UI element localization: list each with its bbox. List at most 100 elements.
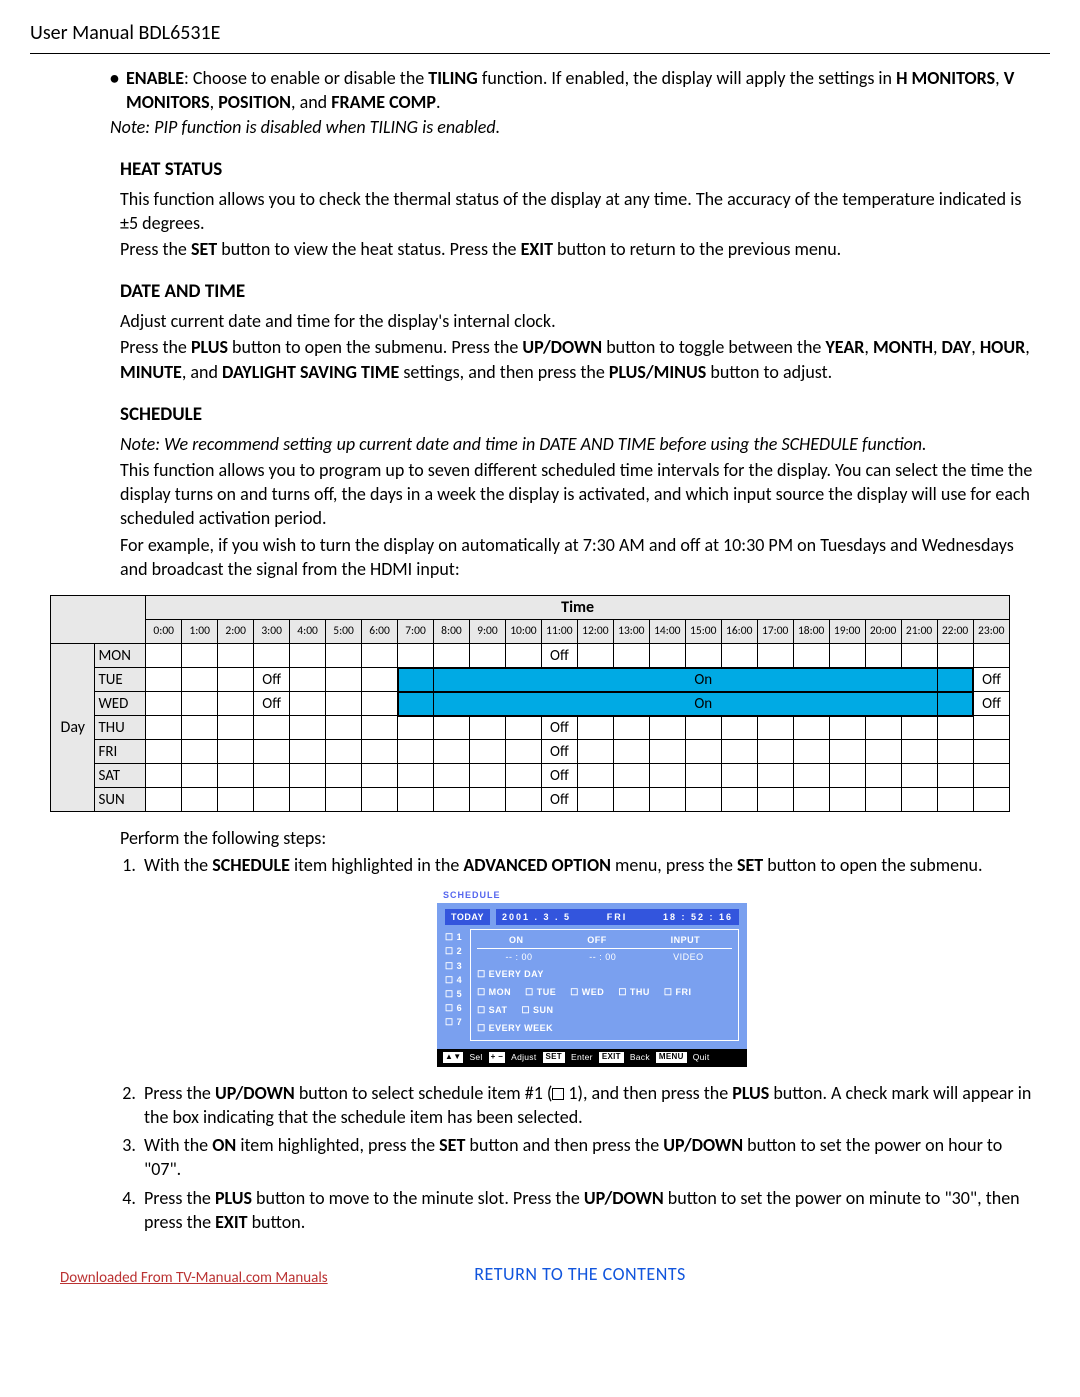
enable-lead: ENABLE bbox=[126, 67, 184, 89]
osd-val-off: -- : 00 bbox=[589, 951, 616, 963]
t: PLUS/MINUS bbox=[609, 361, 706, 383]
step-2: Press the UP/DOWN button to select sched… bbox=[140, 1081, 1040, 1130]
t: PLUS bbox=[191, 336, 228, 358]
osd-item: ☐ 7 bbox=[445, 1016, 462, 1028]
header-rule bbox=[30, 53, 1050, 54]
footer-download-link[interactable]: Downloaded From TV-Manual.com Manuals bbox=[60, 1268, 328, 1288]
t: MINUTE bbox=[120, 361, 182, 383]
heat-title: HEAT STATUS bbox=[120, 157, 1040, 183]
t: button. bbox=[248, 1211, 306, 1233]
t: SCHEDULE bbox=[212, 854, 290, 876]
osd-day: ☐ THU bbox=[618, 986, 650, 998]
t: UP/DOWN bbox=[522, 336, 602, 358]
t: ON bbox=[212, 1134, 236, 1156]
t: , bbox=[995, 67, 1004, 89]
t: , and bbox=[182, 361, 222, 383]
t: FRI bbox=[607, 911, 628, 923]
t: button to move to the minute slot. Press… bbox=[252, 1187, 584, 1209]
enable-bullet: • ENABLE: Choose to enable or disable th… bbox=[110, 66, 1040, 115]
osd-item: ☐ 2 bbox=[445, 945, 462, 957]
schedule-title: SCHEDULE bbox=[120, 402, 1040, 428]
t: button and then press the bbox=[465, 1134, 663, 1156]
bullet-dot: • bbox=[110, 66, 126, 115]
schedule-p1: This function allows you to program up t… bbox=[120, 458, 1040, 531]
t: This function allows you to check the th… bbox=[120, 188, 1021, 210]
set-key-icon: SET bbox=[543, 1052, 565, 1063]
checkbox-icon bbox=[552, 1088, 564, 1100]
page-footer: Downloaded From TV-Manual.com Manuals RE… bbox=[120, 1262, 1040, 1286]
osd-day: ☐ FRI bbox=[664, 986, 692, 998]
t: UP/DOWN bbox=[215, 1082, 295, 1104]
t: 2001 . 3 . 5 bbox=[502, 911, 571, 923]
osd-items: ☐ 1☐ 2☐ 3☐ 4☐ 5☐ 6☐ 7 bbox=[445, 929, 462, 1041]
t: HOUR bbox=[980, 336, 1025, 358]
t: UP/DOWN bbox=[663, 1134, 743, 1156]
osd-menu: SCHEDULE TODAY 2001 . 3 . 5 FRI 18 : 52 … bbox=[437, 889, 747, 1067]
t: : Choose to enable or disable the bbox=[184, 67, 428, 89]
t: PLUS bbox=[215, 1187, 252, 1209]
osd-col-off: OFF bbox=[587, 934, 607, 946]
enable-text: ENABLE: Choose to enable or disable the … bbox=[126, 66, 1040, 115]
t: button to open the submenu. bbox=[763, 854, 982, 876]
t: Press the bbox=[144, 1082, 215, 1104]
t: button to adjust. bbox=[706, 361, 832, 383]
osd-val-input: VIDEO bbox=[673, 951, 704, 963]
osd-day: ☐ SUN bbox=[521, 1004, 553, 1016]
t: 18 : 52 : 16 bbox=[663, 911, 733, 923]
osd-day: ☐ TUE bbox=[525, 986, 556, 998]
t: , bbox=[210, 91, 219, 113]
t: EXIT bbox=[521, 238, 553, 260]
date-p1: Adjust current date and time for the dis… bbox=[120, 309, 1040, 333]
t: button to return to the previous menu. bbox=[553, 238, 841, 260]
t: 1), and then press the bbox=[564, 1082, 732, 1104]
osd-item: ☐ 6 bbox=[445, 1002, 462, 1014]
t: Enter bbox=[571, 1052, 593, 1063]
schedule-table-wrap: Time0:001:002:003:004:005:006:007:008:00… bbox=[50, 595, 1010, 812]
content: • ENABLE: Choose to enable or disable th… bbox=[30, 66, 1050, 1287]
osd-footer: ▲▼Sel + −Adjust SETEnter EXITBack MENUQu… bbox=[437, 1049, 747, 1066]
menu-key-icon: MENU bbox=[656, 1052, 687, 1063]
osd-day: ☐ EVERY WEEK bbox=[477, 1022, 732, 1034]
t: , and bbox=[291, 91, 331, 113]
t: ADVANCED OPTION bbox=[463, 854, 611, 876]
osd-col-input: INPUT bbox=[671, 934, 701, 946]
exit-key-icon: EXIT bbox=[599, 1052, 624, 1063]
perform-steps: Perform the following steps: bbox=[120, 826, 1040, 850]
t: Press the bbox=[144, 1187, 215, 1209]
osd-day: ☐ MON bbox=[477, 986, 511, 998]
plusminus-icon: + − bbox=[489, 1052, 505, 1063]
t: item highlighted, press the bbox=[236, 1134, 439, 1156]
t: Adjust bbox=[511, 1052, 536, 1063]
t: button to view the heat status. Press th… bbox=[217, 238, 520, 260]
heat-p2: Press the SET button to view the heat st… bbox=[120, 237, 1040, 261]
t: PLUS bbox=[732, 1082, 769, 1104]
osd-title: SCHEDULE bbox=[443, 889, 747, 901]
osd-item: ☐ 1 bbox=[445, 931, 462, 943]
t: . bbox=[436, 91, 441, 113]
footer-return-link[interactable]: RETURN TO THE CONTENTS bbox=[474, 1263, 686, 1285]
t: UP/DOWN bbox=[584, 1187, 664, 1209]
t: SET bbox=[737, 854, 763, 876]
t: H MONITORS bbox=[896, 67, 995, 89]
t: MONTH bbox=[873, 336, 933, 358]
steps-list: With the SCHEDULE item highlighted in th… bbox=[140, 853, 1040, 1235]
date-p2: Press the PLUS button to open the submen… bbox=[120, 335, 1040, 384]
t: Back bbox=[630, 1052, 650, 1063]
step-1: With the SCHEDULE item highlighted in th… bbox=[140, 853, 1040, 1067]
t: settings, and then press the bbox=[399, 361, 609, 383]
t: Sel bbox=[469, 1052, 482, 1063]
step-3: With the ON item highlighted, press the … bbox=[140, 1133, 1040, 1182]
date-title: DATE AND TIME bbox=[120, 279, 1040, 305]
t: SET bbox=[439, 1134, 465, 1156]
t: EXIT bbox=[215, 1211, 247, 1233]
osd-days: ☐ EVERY DAY☐ MON☐ TUE☐ WED☐ THU☐ FRI☐ SA… bbox=[477, 968, 732, 1035]
osd-item: ☐ 5 bbox=[445, 988, 462, 1000]
osd-val-on: -- : 00 bbox=[505, 951, 532, 963]
t: FRAME COMP bbox=[331, 91, 436, 113]
t: item highlighted in the bbox=[290, 854, 463, 876]
t: Press the bbox=[120, 336, 191, 358]
t: ± bbox=[120, 212, 129, 234]
t: SET bbox=[191, 238, 217, 260]
t: menu, press the bbox=[611, 854, 737, 876]
t: TILING bbox=[428, 67, 477, 89]
